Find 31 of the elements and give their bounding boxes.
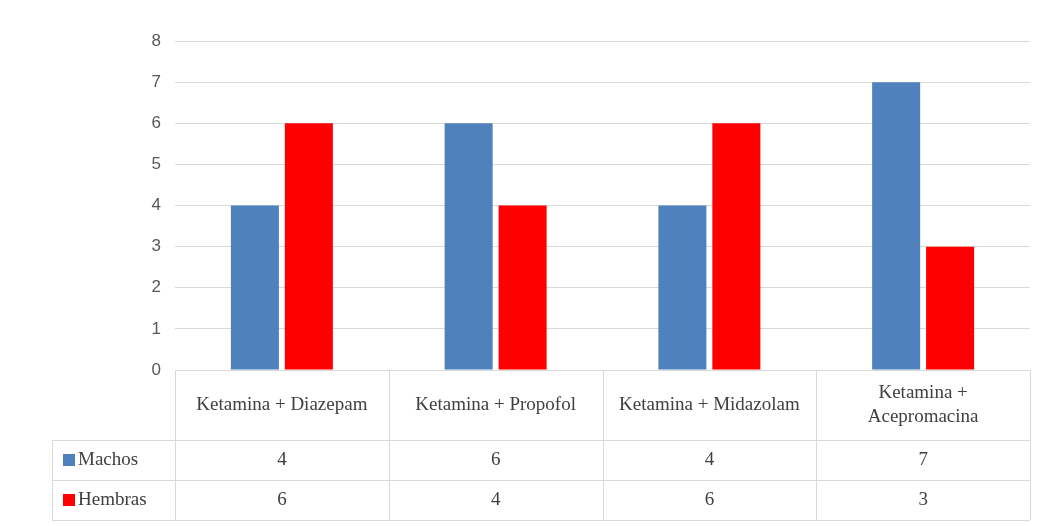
legend-label: Hembras (78, 487, 147, 509)
data-label: 4 (277, 447, 288, 469)
bar (284, 123, 333, 370)
data-label: 4 (490, 487, 501, 509)
y-tick-label: 4 (151, 195, 161, 215)
data-label: 6 (490, 447, 501, 469)
legend-label: Machos (78, 447, 139, 469)
y-tick-label: 7 (151, 71, 161, 91)
bar (872, 82, 921, 370)
bar (926, 246, 975, 370)
y-tick-label: 8 (151, 30, 161, 50)
data-label: 6 (277, 487, 287, 509)
bar (444, 123, 493, 370)
y-tick-label: 6 (151, 112, 161, 132)
x-tick-label: Ketamina + Acepromacina (867, 380, 980, 426)
y-tick-label: 5 (151, 154, 161, 174)
data-label: 6 (704, 487, 715, 509)
x-tick-label: Ketamina + Propofol (415, 392, 576, 414)
y-tick-label: 2 (151, 277, 161, 297)
bar (498, 205, 547, 370)
x-tick-label: Ketamina + Diazepam (196, 392, 368, 414)
bar (658, 205, 707, 370)
data-label: 3 (918, 487, 928, 509)
x-tick-label: Ketamina + Midazolam (619, 392, 800, 414)
y-tick-label: 1 (151, 318, 161, 338)
data-label: 7 (918, 447, 928, 469)
bar (230, 205, 279, 370)
y-tick-label: 0 (151, 359, 161, 379)
bar (712, 123, 761, 370)
y-tick-label: 3 (151, 236, 161, 256)
data-label: 4 (704, 447, 715, 469)
